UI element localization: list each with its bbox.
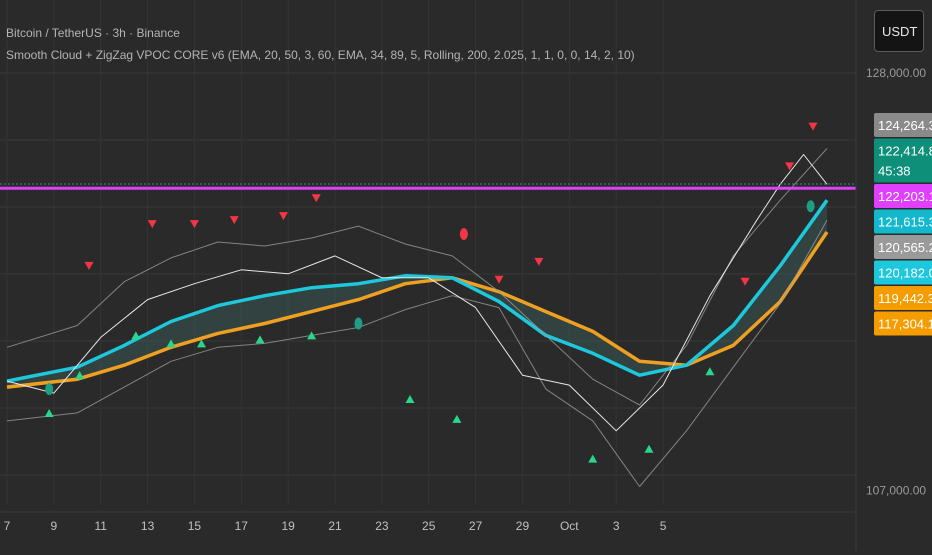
price-badge-label: 121,615.34 xyxy=(878,215,932,230)
indicator-title[interactable]: Smooth Cloud + ZigZag VPOC CORE v6 (EMA,… xyxy=(6,48,635,62)
price-badge-bg xyxy=(874,235,932,259)
price-badge-bg xyxy=(874,260,932,285)
buy-signal-marker xyxy=(307,331,317,340)
sell-signal-marker xyxy=(785,162,795,171)
price-badge-label: 117,304.15 xyxy=(878,317,932,332)
sell-signal-marker xyxy=(278,212,288,221)
buy-signal-marker xyxy=(255,335,265,344)
sell-signal-marker xyxy=(147,220,157,229)
price-badge-label: 119,442.36 xyxy=(878,291,932,306)
price-badge: 122,203.17 xyxy=(874,184,932,208)
price-badge: 119,442.36 xyxy=(874,286,932,310)
x-tick-label: 13 xyxy=(141,519,155,533)
price-badge: 120,182.03 xyxy=(874,260,932,285)
symbol-title[interactable]: Bitcoin / TetherUS · 3h · Binance xyxy=(6,26,180,40)
price-badge-countdown: 45:38 xyxy=(878,164,911,179)
x-tick-label: 5 xyxy=(660,519,667,533)
sell-signal-marker xyxy=(808,122,818,131)
buy-signal-marker xyxy=(452,414,462,423)
buy-signal-marker xyxy=(705,367,715,376)
buy-signal-marker xyxy=(196,339,206,348)
currency-button[interactable]: USDT xyxy=(874,10,924,52)
sell-signal-marker xyxy=(740,277,750,286)
x-tick-label: Oct xyxy=(560,519,579,533)
buy-signal-marker xyxy=(75,371,85,380)
cloud-fill xyxy=(7,200,827,388)
signal-dot xyxy=(806,200,815,213)
buy-signal-marker xyxy=(44,408,54,417)
sell-signal-marker xyxy=(229,216,239,225)
x-tick-label: 27 xyxy=(469,519,483,533)
buy-signal-marker xyxy=(131,331,141,340)
price-badge: 117,304.15 xyxy=(874,311,932,336)
y-tick-label: 128,000.00 xyxy=(866,66,926,80)
price-badge: 121,615.34 xyxy=(874,209,932,234)
series-line-4 xyxy=(6,219,828,487)
x-tick-label: 7 xyxy=(4,519,11,533)
price-badge-bg xyxy=(874,113,932,137)
x-tick-label: 17 xyxy=(235,519,249,533)
signal-dot xyxy=(354,317,363,330)
sell-signal-marker xyxy=(84,261,94,270)
chart-legend: Bitcoin / TetherUS · 3h · Binance Smooth… xyxy=(6,24,635,64)
x-tick-label: 19 xyxy=(281,519,295,533)
x-tick-label: 3 xyxy=(613,519,620,533)
signal-dot xyxy=(45,383,54,396)
signal-dot xyxy=(459,228,468,241)
price-badge: 120,565.27 xyxy=(874,235,932,259)
price-badge-bg xyxy=(874,138,932,183)
series-line-1 xyxy=(6,231,829,389)
price-badge-bg xyxy=(874,311,932,336)
price-badge-label: 120,182.03 xyxy=(878,266,932,281)
x-tick-label: 11 xyxy=(94,519,107,533)
x-tick-label: 25 xyxy=(422,519,436,533)
price-badge-label: 120,565.27 xyxy=(878,240,932,255)
y-tick-label: 107,000.00 xyxy=(866,483,926,497)
buy-signal-marker xyxy=(644,444,654,453)
buy-signal-marker xyxy=(588,454,598,463)
price-badge-label: 122,414.80 xyxy=(878,144,932,159)
price-badge-bg xyxy=(874,209,932,234)
x-tick-label: 15 xyxy=(188,519,202,533)
price-badge-bg xyxy=(874,286,932,310)
series-line-5 xyxy=(6,154,828,432)
x-tick-label: 29 xyxy=(516,519,530,533)
series-line-2 xyxy=(6,199,829,383)
buy-signal-marker xyxy=(166,339,176,348)
price-badge-bg xyxy=(874,184,932,208)
price-badge: 122,414.80 45:38 xyxy=(874,138,932,183)
price-badge-label: 122,203.17 xyxy=(878,189,932,204)
price-badge-label: 124,264.33 xyxy=(878,118,932,133)
grid xyxy=(0,72,856,476)
buy-signal-marker xyxy=(405,395,415,404)
sell-signal-marker xyxy=(534,257,544,266)
sell-signal-marker xyxy=(494,275,504,284)
x-tick-label: 21 xyxy=(328,519,342,533)
sell-signal-marker xyxy=(189,220,199,229)
x-tick-label: 9 xyxy=(51,519,58,533)
price-badge: 124,264.33 xyxy=(874,113,932,137)
series-line-3 xyxy=(6,148,828,406)
x-tick-label: 23 xyxy=(375,519,389,533)
sell-signal-marker xyxy=(311,194,321,203)
